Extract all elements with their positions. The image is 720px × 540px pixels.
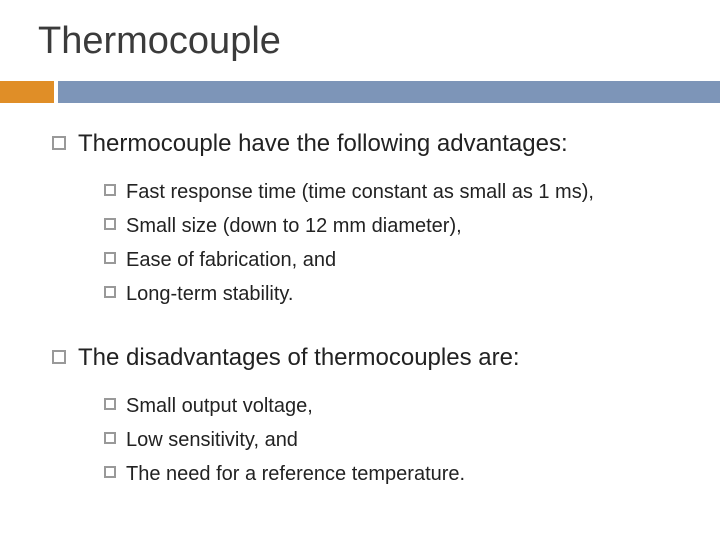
square-bullet-icon <box>104 184 116 196</box>
sub-item-text: The need for a reference temperature. <box>126 461 465 487</box>
list-item: Low sensitivity, and <box>104 427 690 453</box>
accent-blue <box>58 81 720 103</box>
list-item: Small size (down to 12 mm diameter), <box>104 213 690 239</box>
list-item: Fast response time (time constant as sma… <box>104 179 690 205</box>
square-bullet-icon <box>104 286 116 298</box>
list-item: Ease of fabrication, and <box>104 247 690 273</box>
section-heading: The disadvantages of thermocouples are: <box>78 343 520 373</box>
sublist: Fast response time (time constant as sma… <box>104 179 690 307</box>
content-area: Thermocouple have the following advantag… <box>52 129 690 487</box>
section-heading: Thermocouple have the following advantag… <box>78 129 568 159</box>
list-item: The disadvantages of thermocouples are: <box>52 343 690 373</box>
accent-orange <box>0 81 54 103</box>
list-item: Small output voltage, <box>104 393 690 419</box>
square-bullet-icon <box>52 350 66 364</box>
list-item: The need for a reference temperature. <box>104 461 690 487</box>
accent-bar <box>0 81 720 103</box>
list-item: Long-term stability. <box>104 281 690 307</box>
slide: Thermocouple Thermocouple have the follo… <box>0 0 720 540</box>
square-bullet-icon <box>104 466 116 478</box>
sub-item-text: Small output voltage, <box>126 393 313 419</box>
sub-item-text: Small size (down to 12 mm diameter), <box>126 213 462 239</box>
sub-item-text: Long-term stability. <box>126 281 293 307</box>
sub-item-text: Fast response time (time constant as sma… <box>126 179 594 205</box>
slide-title: Thermocouple <box>38 20 690 63</box>
square-bullet-icon <box>104 252 116 264</box>
sub-item-text: Ease of fabrication, and <box>126 247 336 273</box>
sublist: Small output voltage, Low sensitivity, a… <box>104 393 690 487</box>
list-item: Thermocouple have the following advantag… <box>52 129 690 159</box>
sub-item-text: Low sensitivity, and <box>126 427 298 453</box>
square-bullet-icon <box>104 218 116 230</box>
square-bullet-icon <box>104 432 116 444</box>
square-bullet-icon <box>52 136 66 150</box>
square-bullet-icon <box>104 398 116 410</box>
